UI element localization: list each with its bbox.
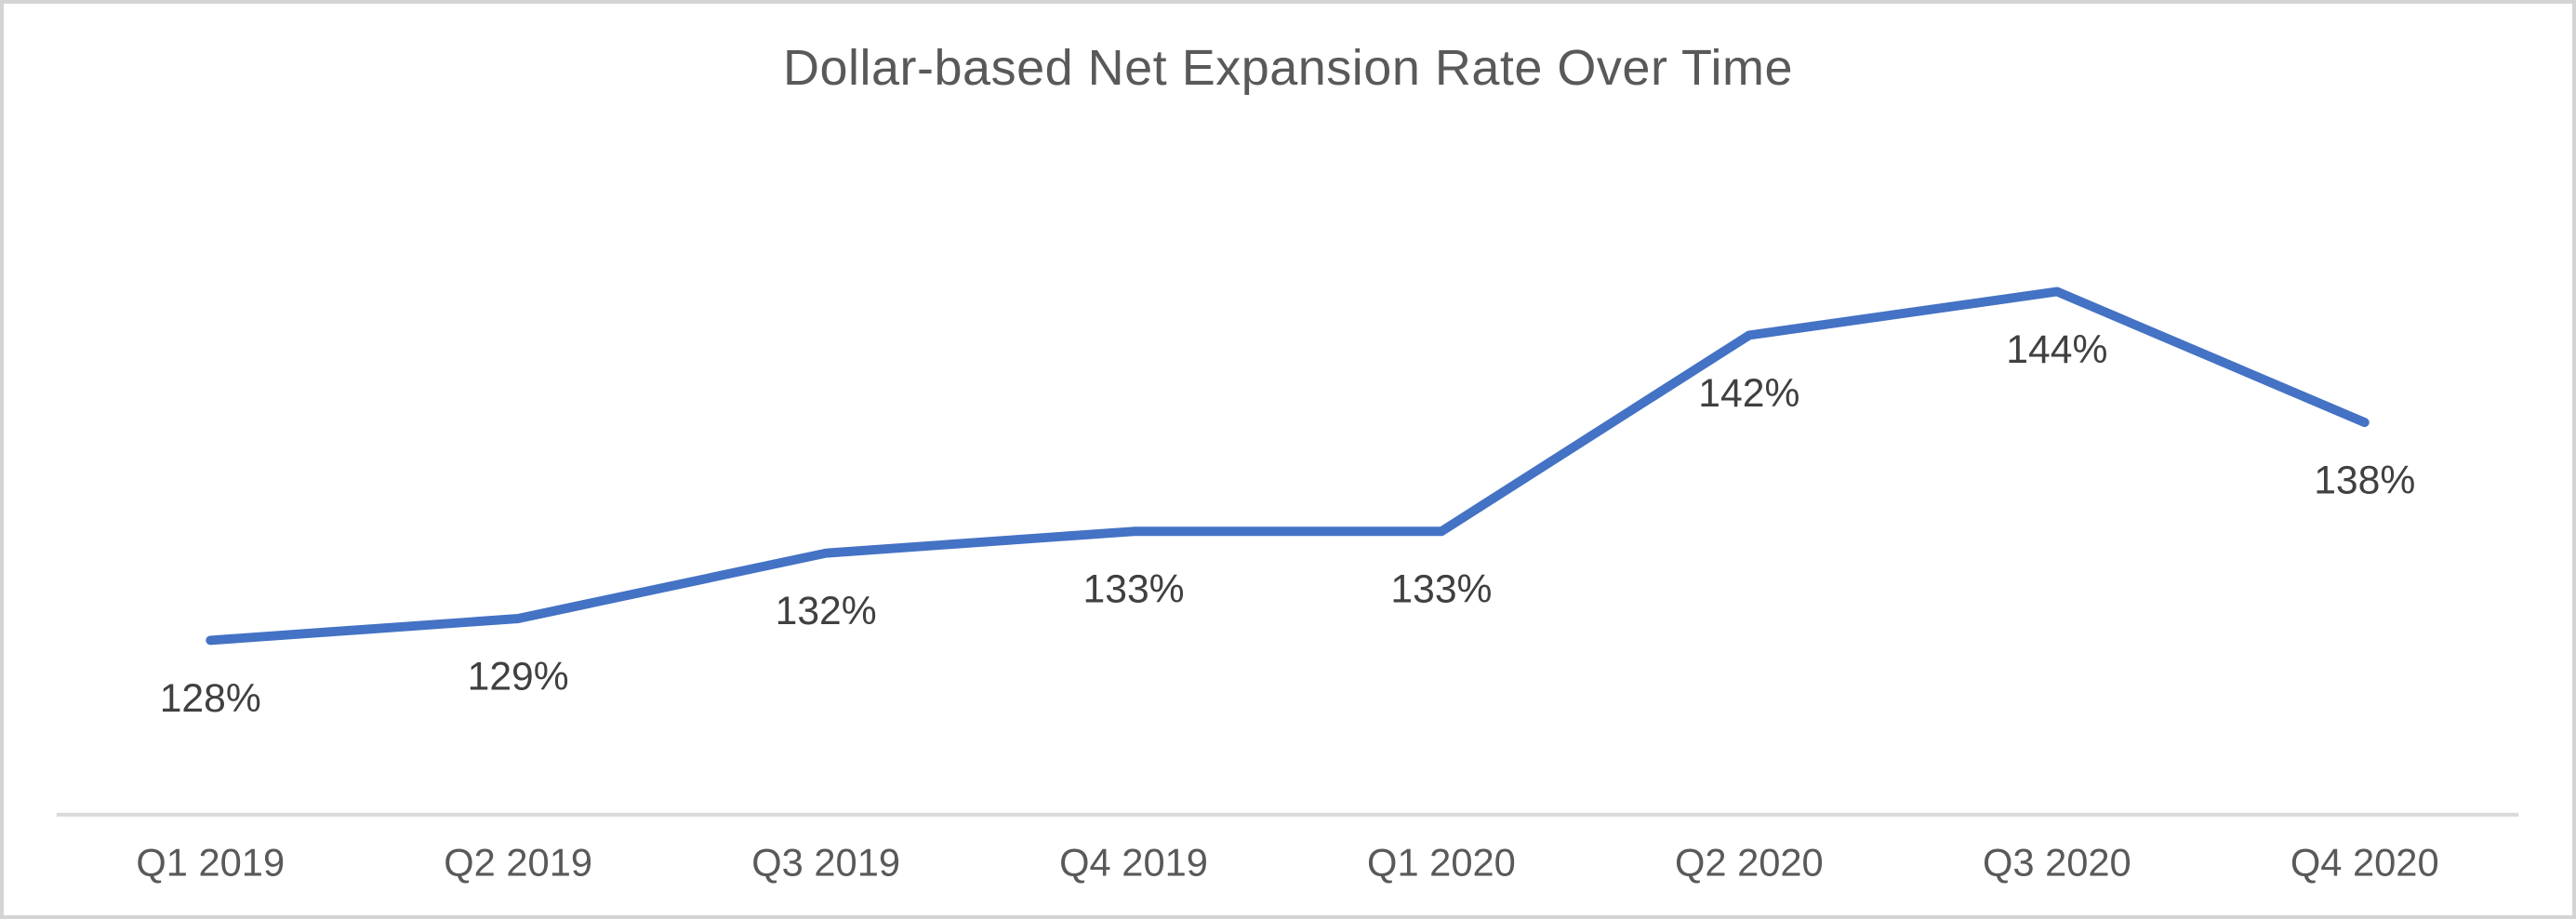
x-axis-tick-label: Q2 2019 [444,840,592,884]
data-label: 133% [1390,567,1492,612]
x-axis-tick-label: Q3 2019 [751,840,900,884]
x-axis-tick-label: Q4 2019 [1059,840,1208,884]
x-axis-tick-label: Q1 2019 [136,840,285,884]
data-label: 142% [1698,371,1799,416]
data-label: 133% [1083,567,1185,612]
chart-title: Dollar-based Net Expansion Rate Over Tim… [783,40,1793,96]
data-label: 138% [2314,459,2415,503]
x-axis-tick-label: Q4 2020 [2291,840,2439,884]
data-label: 129% [468,654,569,699]
line-chart: 128% 129% 132% 133% 133% 142% 144% 138% Q1 2019… [56,286,2519,884]
data-labels-group: 128% 129% 132% 133% 133% 142% 144% 138% [160,327,2416,721]
data-label: 132% [776,589,877,633]
x-axis-tick-label: Q2 2020 [1675,840,1824,884]
data-label: 144% [2006,327,2107,372]
series-line [206,286,2370,646]
x-axis-tick-label: Q3 2020 [1983,840,2131,884]
x-axis-tick-labels-group: Q1 2019 Q2 2019 Q3 2019 Q4 2019 Q1 2020 Q2 20… [136,840,2438,884]
data-label: 128% [160,676,261,721]
x-axis-tick-label: Q1 2020 [1367,840,1516,884]
